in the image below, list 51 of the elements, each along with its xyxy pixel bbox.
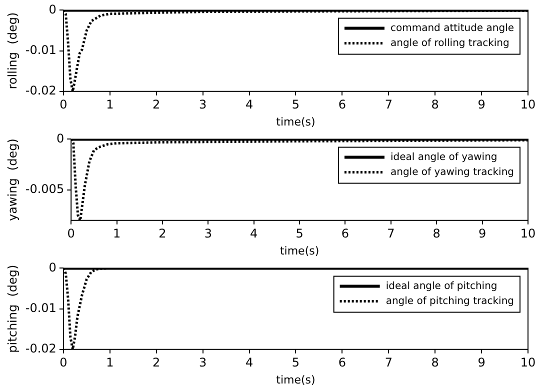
y-axis-title: pitching (deg) <box>5 264 20 353</box>
legend-label: angle of yawing tracking <box>390 166 514 178</box>
x-tick-label: 7 <box>384 98 392 112</box>
y-axis-title: rolling (deg) <box>5 12 20 90</box>
y-tick-label: -0.02 <box>25 84 56 98</box>
x-axis-title: time(s) <box>280 244 320 258</box>
x-tick-label: 8 <box>432 226 440 241</box>
x-tick-label: 4 <box>245 356 254 370</box>
x-tick-label: 9 <box>478 356 486 370</box>
legend-label: angle of rolling tracking <box>390 38 510 49</box>
legend-label: command attitude angle <box>390 22 514 34</box>
x-tick-label: 8 <box>431 98 439 112</box>
x-tick-label: 2 <box>152 98 160 112</box>
x-tick-label: 10 <box>520 98 536 112</box>
x-tick-label: 1 <box>112 226 121 241</box>
x-tick-label: 9 <box>478 98 486 112</box>
x-tick-label: 9 <box>478 226 486 241</box>
x-tick-label: 10 <box>520 226 536 241</box>
y-tick-label: -0.01 <box>25 300 56 315</box>
x-tick-label: 5 <box>292 98 300 112</box>
x-tick-label: 4 <box>245 98 254 112</box>
x-tick-label: 4 <box>250 226 258 241</box>
x-tick-label: 6 <box>338 98 346 112</box>
x-tick-label: 6 <box>341 226 350 241</box>
y-tick-label: -0.02 <box>25 342 56 356</box>
x-tick-label: 3 <box>198 356 207 370</box>
legend-label: ideal angle of pitching <box>386 280 498 292</box>
x-tick-label: 2 <box>152 356 160 370</box>
y-tick-label: 0 <box>48 260 56 274</box>
x-axis-title: time(s) <box>276 373 316 386</box>
x-tick-label: 3 <box>204 226 212 241</box>
x-tick-label: 1 <box>106 356 114 370</box>
legend-label: ideal angle of yawing <box>390 152 498 163</box>
x-tick-label: 5 <box>296 226 304 241</box>
y-tick-label: -0.01 <box>25 42 56 57</box>
x-tick-label: 7 <box>384 356 392 370</box>
x-tick-label: 2 <box>158 226 166 241</box>
y-tick-label: -0.005 <box>25 182 64 196</box>
y-tick-label: 0 <box>56 131 64 146</box>
x-axis-title: time(s) <box>276 115 316 128</box>
x-tick-label: 7 <box>387 226 395 241</box>
x-tick-label: 5 <box>292 356 300 370</box>
y-axis-title: yawing (deg) <box>5 138 20 222</box>
x-tick-label: 8 <box>431 356 439 370</box>
x-tick-label: 10 <box>520 356 536 370</box>
y-tick-label: 0 <box>48 2 56 16</box>
x-tick-label: 3 <box>198 98 207 112</box>
x-tick-label: 1 <box>106 98 114 112</box>
x-tick-label: 6 <box>338 356 346 370</box>
legend-label: angle of pitching tracking <box>386 296 514 307</box>
x-tick-label: 0 <box>67 226 75 241</box>
